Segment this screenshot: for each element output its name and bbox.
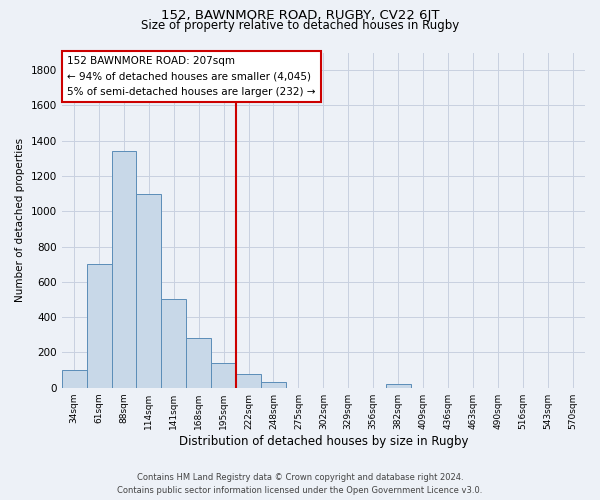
Bar [136,194,161,388]
Bar [161,300,186,388]
Bar [112,152,136,388]
Bar [62,370,86,388]
Text: 152, BAWNMORE ROAD, RUGBY, CV22 6JT: 152, BAWNMORE ROAD, RUGBY, CV22 6JT [161,9,439,22]
Bar [86,264,112,388]
Bar [236,374,261,388]
X-axis label: Distribution of detached houses by size in Rugby: Distribution of detached houses by size … [179,434,468,448]
Bar [211,363,236,388]
Text: Contains HM Land Registry data © Crown copyright and database right 2024.
Contai: Contains HM Land Registry data © Crown c… [118,473,482,495]
Y-axis label: Number of detached properties: Number of detached properties [15,138,25,302]
Text: 152 BAWNMORE ROAD: 207sqm
← 94% of detached houses are smaller (4,045)
5% of sem: 152 BAWNMORE ROAD: 207sqm ← 94% of detac… [67,56,316,97]
Text: Size of property relative to detached houses in Rugby: Size of property relative to detached ho… [141,19,459,32]
Bar [261,382,286,388]
Bar [386,384,410,388]
Bar [186,338,211,388]
